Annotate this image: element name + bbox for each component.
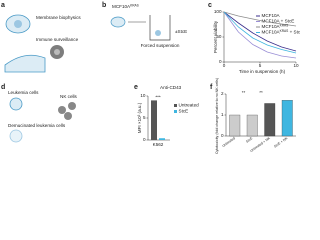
illustration-d <box>9 97 76 143</box>
line <box>223 11 297 27</box>
y-tick-label: 0 <box>143 137 146 142</box>
significance: ** <box>242 90 246 95</box>
legend-name: MCF10A <box>262 30 281 35</box>
x-tick-label: Untreated + NK <box>249 136 271 153</box>
legend-entry: Untreated <box>179 103 200 108</box>
x-tick-label: StcE + NK <box>273 136 289 149</box>
label: Immune surveillance <box>36 37 79 42</box>
axis-title: MFI ×10³ (a.u.) <box>137 102 142 133</box>
x-tick-label: 10 <box>293 63 299 68</box>
y-tick-label: 0 <box>221 133 224 138</box>
line <box>223 11 297 59</box>
x-tick-label: StcE <box>245 136 254 144</box>
label: Demucinated leukemia cells <box>8 123 66 128</box>
legend-name: MCF10A <box>262 24 281 29</box>
illustration-a <box>4 14 64 73</box>
legend-name: MCF10A <box>262 13 281 18</box>
bar <box>159 138 165 140</box>
panel-letter: a <box>1 2 5 9</box>
x-tick-label: Untreated <box>221 136 236 148</box>
panel-letter: c <box>208 2 212 9</box>
legend-entry: MCF10A + StcE <box>262 19 295 24</box>
significance: *** <box>155 95 161 100</box>
bar <box>229 114 241 137</box>
axis-title: Time in suspension (h) <box>239 69 286 74</box>
x-tick-label: 5 <box>259 63 262 68</box>
axis-title: Percent viability <box>213 20 218 53</box>
line <box>223 11 297 54</box>
line <box>223 11 297 52</box>
label: Forced suspension <box>141 43 180 48</box>
legend-entry: StcE <box>179 109 189 114</box>
label: Membrane biophysics <box>36 15 81 20</box>
legend-swatch <box>174 104 177 107</box>
x-tick-label: K562 <box>153 142 164 147</box>
chart-title: Anti-CD43 <box>160 85 182 90</box>
y-tick-label: 0 <box>219 59 222 64</box>
panel-letter: e <box>134 84 138 91</box>
bar <box>281 100 293 137</box>
bar <box>264 103 276 137</box>
panel-letter: b <box>102 2 106 9</box>
legend-entry: MCF10A <box>262 13 281 18</box>
legend-sup: KRAS <box>280 24 289 28</box>
y-tick-label: 50 <box>216 34 222 39</box>
y-tick-label: 10 <box>140 93 146 98</box>
panel-letter: f <box>210 84 213 91</box>
y-tick-label: 1 <box>221 112 224 117</box>
legend-suffix: + StcE <box>288 30 300 35</box>
figure: a Membrane biophysics Immune surveillanc… <box>1 2 303 154</box>
y-tick-label: 2 <box>221 91 224 96</box>
significance: ** <box>259 90 263 95</box>
legend-entry: MCF10AKRAS + StcE <box>262 29 301 35</box>
legend-swatch <box>174 110 177 113</box>
panel-letter: d <box>1 84 5 91</box>
y-tick-label: 5 <box>143 115 146 120</box>
label: ±StcE <box>175 29 187 34</box>
illustration-b <box>110 15 171 41</box>
legend-name: MCF10A + StcE <box>262 19 295 24</box>
axis-title: Cytotoxicity (fold change relative to no… <box>215 78 219 154</box>
y-tick-label: 100 <box>214 9 222 14</box>
label: Leukemia cells <box>8 90 39 95</box>
legend-entry: MCF10AKRAS <box>262 24 289 30</box>
label: NK cells <box>60 94 78 99</box>
x-tick-label: 0 <box>223 63 226 68</box>
legend-sup: KRAS <box>280 29 289 33</box>
bar <box>246 114 258 137</box>
bar <box>151 100 157 140</box>
label: MCF10AKRAS <box>112 3 139 9</box>
